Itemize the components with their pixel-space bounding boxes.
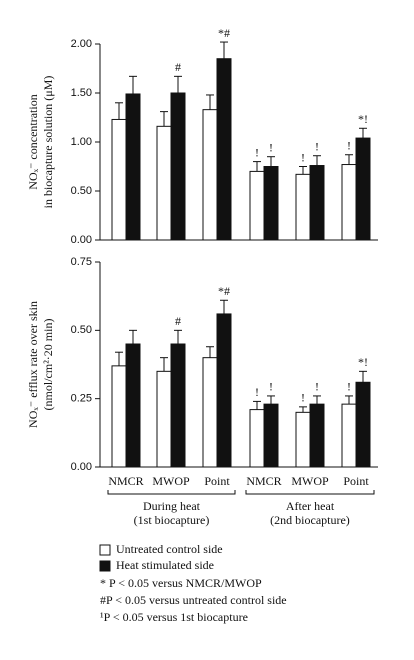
significance-mark: # <box>175 60 181 74</box>
bar <box>111 118 127 241</box>
significance-mark: *! <box>358 355 368 369</box>
group-label: (1st biocapture) <box>134 513 210 527</box>
bar <box>202 109 218 241</box>
significance-mark: *! <box>358 112 368 126</box>
bar <box>156 370 172 468</box>
significance-mark: ! <box>347 380 351 394</box>
bar <box>216 313 232 468</box>
bar <box>295 411 311 468</box>
legend-swatch <box>99 544 111 556</box>
y-tick-label: 0.50 <box>71 185 92 197</box>
group-bracket <box>245 490 375 495</box>
significance-mark: ! <box>269 140 273 154</box>
y-axis-label: in biocapture solution (μM) <box>41 76 55 209</box>
group-label: After heat <box>286 499 335 513</box>
x-tick-label: NMCR <box>246 474 281 488</box>
significance-mark: ! <box>301 391 305 405</box>
y-axis-label: NOₓ⁻ efflux rate over skin <box>26 301 40 428</box>
legend-swatch <box>99 560 111 572</box>
bar <box>249 170 265 241</box>
bar <box>156 125 172 241</box>
y-tick-label: 2.00 <box>71 38 92 50</box>
x-tick-label: Point <box>343 474 369 488</box>
bar <box>295 173 311 241</box>
bar <box>263 403 279 468</box>
legend-label: Untreated control side <box>116 542 223 556</box>
significance-mark: ! <box>315 139 319 153</box>
y-tick-label: 0.00 <box>71 461 92 473</box>
y-tick-label: 0.50 <box>71 324 92 336</box>
bar <box>341 164 357 241</box>
bar <box>216 58 232 241</box>
y-axis-label: (nmol/cm²·20 min) <box>41 319 55 411</box>
bar <box>263 166 279 241</box>
bar <box>170 92 186 241</box>
significance-mark: ! <box>347 138 351 152</box>
footnote: * P < 0.05 versus NMCR/MWOP <box>100 576 262 590</box>
y-tick-label: 0.00 <box>71 234 92 246</box>
bar <box>309 165 325 241</box>
bar <box>125 343 141 468</box>
y-tick-label: 1.00 <box>71 136 92 148</box>
bar <box>249 409 265 468</box>
bar <box>111 365 127 468</box>
significance-mark: ! <box>301 150 305 164</box>
significance-mark: ! <box>315 380 319 394</box>
footnote: #P < 0.05 versus untreated control side <box>100 593 287 607</box>
x-tick-label: NMCR <box>108 474 143 488</box>
bar <box>341 403 357 468</box>
x-tick-label: Point <box>204 474 230 488</box>
y-tick-label: 1.50 <box>71 87 92 99</box>
significance-mark: *# <box>218 284 230 298</box>
y-axis-label: NOₓ⁻ concentration <box>26 94 40 189</box>
significance-mark: ! <box>255 385 259 399</box>
group-bracket <box>107 490 236 495</box>
x-tick-label: MWOP <box>152 474 190 488</box>
group-label: (2nd biocapture) <box>270 513 350 527</box>
bar <box>170 343 186 468</box>
group-label: During heat <box>143 499 201 513</box>
bar <box>355 137 371 241</box>
footnote: ¹P < 0.05 versus 1st biocapture <box>100 610 248 624</box>
y-tick-label: 0.25 <box>71 393 92 405</box>
bar <box>202 357 218 468</box>
bar <box>125 93 141 241</box>
legend-label: Heat stimulated side <box>116 558 214 572</box>
y-tick-label: 0.75 <box>71 256 92 268</box>
significance-mark: *# <box>218 26 230 40</box>
bar <box>355 381 371 468</box>
x-tick-label: MWOP <box>291 474 329 488</box>
significance-mark: # <box>175 314 181 328</box>
significance-mark: ! <box>269 380 273 394</box>
bar <box>309 403 325 468</box>
significance-mark: ! <box>255 145 259 159</box>
